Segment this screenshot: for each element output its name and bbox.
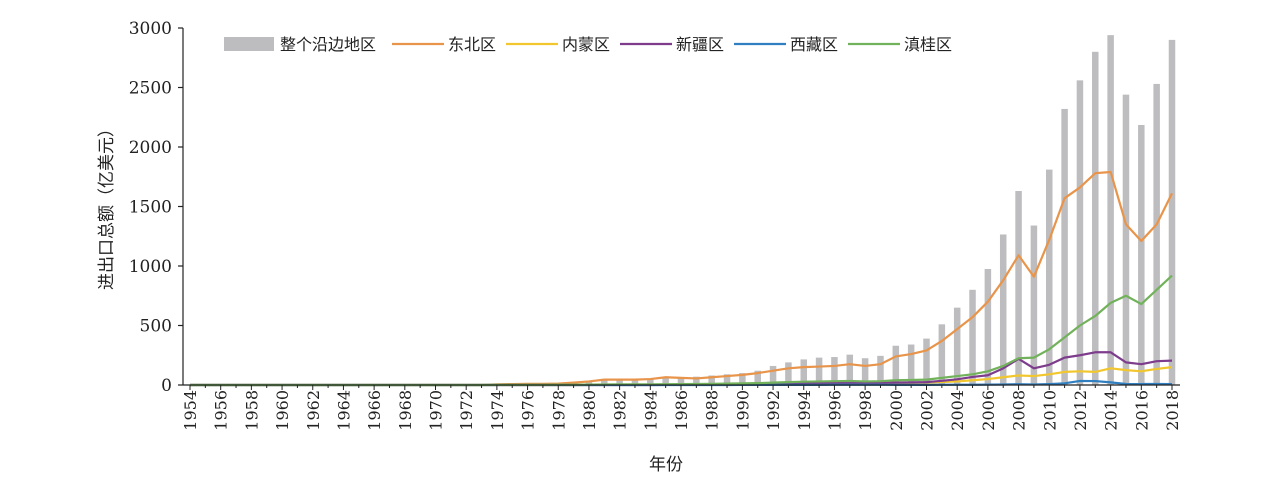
x-tick-label: 2004 — [948, 390, 967, 431]
x-tick-label: 1992 — [764, 390, 783, 431]
x-tick-label: 1990 — [733, 390, 752, 431]
bar-2010 — [1046, 169, 1053, 385]
bar-1991 — [754, 370, 761, 385]
bar-1990 — [739, 373, 746, 385]
x-tick-label: 1966 — [365, 390, 384, 431]
y-tick-label: 0 — [161, 376, 172, 396]
y-tick-label: 1000 — [129, 257, 172, 277]
bar-1984 — [647, 379, 654, 385]
x-tick-label: 1978 — [549, 390, 568, 431]
x-tick-label: 1954 — [181, 390, 200, 431]
bar-1985 — [662, 377, 669, 385]
bar-1982 — [616, 379, 623, 385]
x-tick-label: 2016 — [1132, 390, 1151, 431]
bar-1986 — [677, 377, 685, 385]
bar-2011 — [1061, 108, 1068, 386]
x-tick-label: 1962 — [304, 390, 323, 431]
y-tick-label: 2500 — [129, 79, 172, 99]
bar-1996 — [831, 357, 838, 385]
legend-label: 新疆区 — [676, 35, 724, 54]
line-series-0 — [190, 170, 1173, 387]
bar-2003 — [938, 324, 946, 385]
bar-2004 — [953, 307, 961, 385]
x-tick-label: 1964 — [334, 390, 353, 431]
x-tick-label: 2010 — [1040, 390, 1059, 431]
x-axis-label: 年份 — [649, 455, 683, 475]
legend-label: 整个沿边地区 — [280, 35, 376, 54]
axes-group — [182, 28, 1180, 386]
x-tick-label: 1994 — [795, 390, 814, 431]
legend-label: 内蒙区 — [562, 35, 610, 54]
bar-1981 — [601, 379, 608, 385]
bar-1998 — [861, 358, 869, 385]
x-ticks: 1954 1956 1958 1960 1962 1964 1966 1968 1970 1972… — [181, 385, 1182, 431]
y-tick-label: 3000 — [129, 19, 172, 39]
x-tick-label: 1976 — [519, 390, 538, 431]
x-tick-label: 1956 — [212, 390, 231, 431]
bar-2006 — [984, 268, 992, 385]
bar-1988 — [708, 375, 715, 385]
bar-1989 — [723, 374, 731, 385]
x-tick-label: 1970 — [427, 390, 446, 431]
bar-2000 — [892, 345, 900, 385]
x-tick-label: 1986 — [672, 390, 691, 431]
bar-1987 — [693, 376, 700, 385]
x-tick-label: 2012 — [1071, 390, 1090, 431]
x-tick-label: 1996 — [825, 390, 844, 431]
y-tick-label: 500 — [140, 317, 172, 337]
bar-1994 — [800, 359, 807, 385]
bar-1997 — [846, 354, 854, 385]
x-tick-label: 2006 — [979, 390, 998, 431]
bar-1983 — [631, 379, 639, 385]
bar-1999 — [877, 355, 884, 385]
bar-2018 — [1168, 39, 1176, 386]
bar-2005 — [969, 289, 976, 385]
bar-2016 — [1138, 124, 1145, 386]
x-tick-label: 1974 — [488, 390, 507, 431]
y-axis-label: 进出口总额（亿美元） — [97, 120, 117, 290]
legend-swatch-bar — [224, 37, 274, 51]
bar-1993 — [785, 362, 792, 385]
bar-2015 — [1122, 94, 1130, 385]
y-tick-label: 1500 — [129, 198, 172, 218]
x-tick-label: 1972 — [457, 390, 476, 431]
bar-2012 — [1076, 80, 1084, 386]
legend-label: 东北区 — [448, 35, 496, 54]
x-tick-label: 1968 — [396, 390, 415, 431]
bar-2002 — [923, 338, 930, 385]
x-tick-label: 1980 — [580, 390, 599, 431]
legend: 整个沿边地区 东北区 内蒙区 新疆区 西藏区 滇桂区 — [224, 35, 952, 54]
bar-group — [493, 35, 1176, 386]
x-tick-label: 1982 — [611, 390, 630, 431]
x-tick-label: 1958 — [242, 390, 261, 431]
x-tick-label: 1988 — [703, 390, 722, 431]
y-tick-label: 2000 — [129, 138, 172, 158]
bar-1980 — [585, 381, 593, 385]
y-ticks: 0 500 1000 1500 2000 2500 3000 — [129, 19, 183, 396]
bar-2013 — [1092, 51, 1099, 386]
line-series-4 — [190, 274, 1173, 387]
bar-2007 — [999, 234, 1007, 385]
bar-2017 — [1153, 83, 1160, 386]
x-tick-label: 2018 — [1163, 390, 1182, 431]
x-tick-label: 1984 — [641, 390, 660, 431]
bar-2008 — [1015, 191, 1022, 385]
x-tick-label: 2008 — [1010, 390, 1029, 431]
x-tick-label: 2000 — [887, 390, 906, 431]
x-tick-label: 1960 — [273, 390, 292, 431]
bar-2001 — [907, 344, 915, 385]
line-group — [190, 170, 1173, 387]
bar-2009 — [1030, 225, 1038, 385]
bar-2014 — [1107, 35, 1114, 385]
x-tick-label: 1998 — [856, 390, 875, 431]
x-tick-label: 2014 — [1102, 390, 1121, 431]
bar-1992 — [769, 365, 777, 385]
legend-label: 西藏区 — [790, 35, 838, 54]
bar-1995 — [815, 357, 823, 385]
legend-label: 滇桂区 — [904, 35, 952, 54]
x-tick-label: 2002 — [918, 390, 937, 431]
